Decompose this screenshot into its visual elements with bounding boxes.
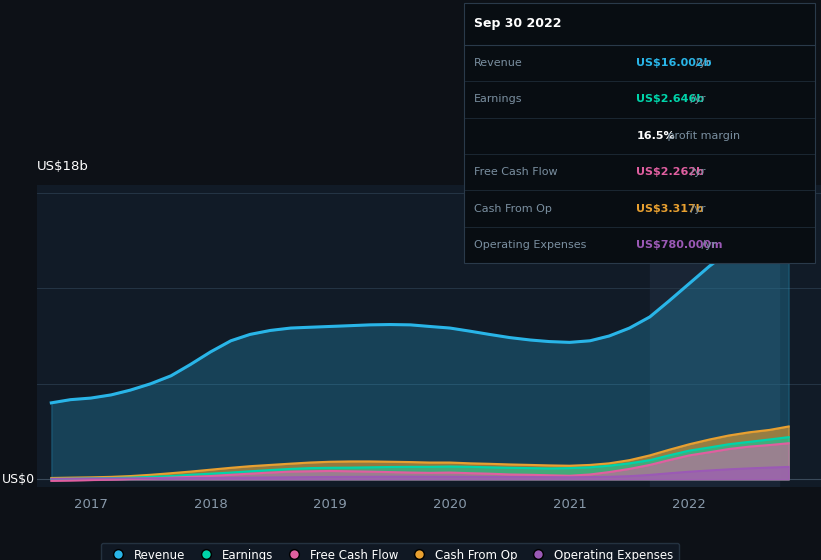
Bar: [650, 185, 779, 487]
Text: US$16.002b: US$16.002b: [636, 58, 712, 68]
Text: Earnings: Earnings: [474, 95, 522, 104]
Text: US$18b: US$18b: [37, 160, 89, 172]
Text: Revenue: Revenue: [474, 58, 522, 68]
Text: /yr: /yr: [698, 240, 716, 250]
Text: Cash From Op: Cash From Op: [474, 204, 552, 213]
Text: US$3.317b: US$3.317b: [636, 204, 704, 213]
Text: /yr: /yr: [692, 58, 711, 68]
Text: Operating Expenses: Operating Expenses: [474, 240, 586, 250]
Text: 16.5%: 16.5%: [636, 131, 675, 141]
Text: US$2.262b: US$2.262b: [636, 167, 704, 177]
Text: US$780.000m: US$780.000m: [636, 240, 722, 250]
Legend: Revenue, Earnings, Free Cash Flow, Cash From Op, Operating Expenses: Revenue, Earnings, Free Cash Flow, Cash …: [101, 543, 679, 560]
Text: /yr: /yr: [686, 204, 705, 213]
Text: /yr: /yr: [686, 95, 705, 104]
Text: profit margin: profit margin: [664, 131, 741, 141]
Text: Sep 30 2022: Sep 30 2022: [474, 17, 562, 30]
Text: US$2.646b: US$2.646b: [636, 95, 704, 104]
Text: US$0: US$0: [2, 473, 35, 486]
Text: Free Cash Flow: Free Cash Flow: [474, 167, 557, 177]
Text: /yr: /yr: [686, 167, 705, 177]
